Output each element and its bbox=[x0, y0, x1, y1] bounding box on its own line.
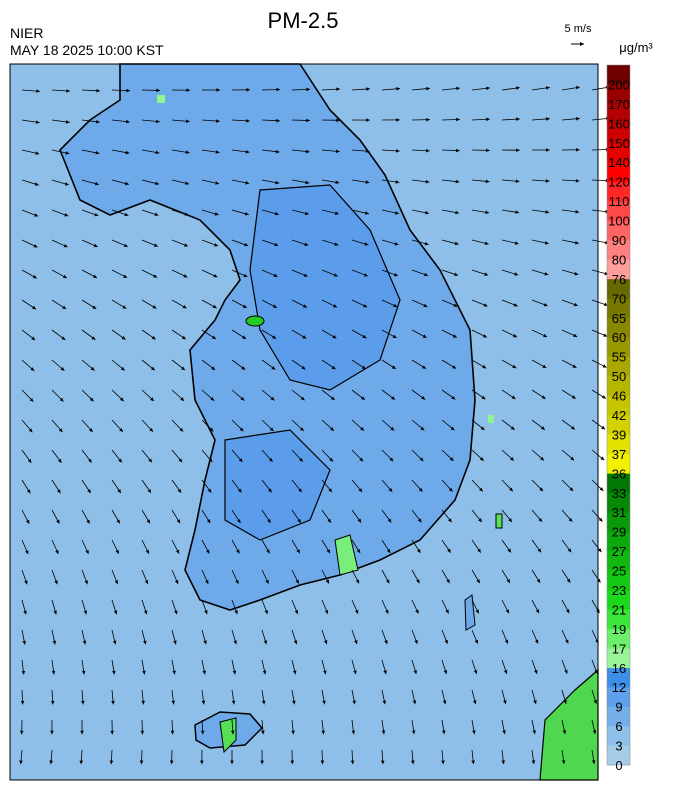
green-spot bbox=[488, 415, 494, 423]
colorbar-label: 90 bbox=[612, 233, 626, 248]
datetime: MAY 18 2025 10:00 KST bbox=[10, 42, 164, 58]
colorbar-label: 42 bbox=[612, 408, 626, 423]
agency: NIER bbox=[10, 25, 43, 41]
colorbar-label: 27 bbox=[612, 544, 626, 559]
colorbar-label: 80 bbox=[612, 252, 626, 267]
colorbar-label: 140 bbox=[608, 155, 630, 170]
colorbar-label: 37 bbox=[612, 447, 626, 462]
colorbar-label: 12 bbox=[612, 680, 626, 695]
colorbar-label: 39 bbox=[612, 427, 626, 442]
colorbar-label: 170 bbox=[608, 97, 630, 112]
green-spot bbox=[157, 95, 165, 103]
colorbar-label: 6 bbox=[615, 719, 622, 734]
colorbar-label: 50 bbox=[612, 369, 626, 384]
wind-arrow-head bbox=[601, 426, 605, 430]
unit: μg/m³ bbox=[619, 40, 653, 55]
colorbar-label: 25 bbox=[612, 564, 626, 579]
colorbar-label: 21 bbox=[612, 602, 626, 617]
green-spot bbox=[496, 514, 502, 528]
colorbar-label: 31 bbox=[612, 505, 626, 520]
colorbar-label: 150 bbox=[608, 136, 630, 151]
colorbar-label: 3 bbox=[615, 739, 622, 754]
colorbar-label: 120 bbox=[608, 175, 630, 190]
green-spot bbox=[246, 316, 264, 326]
colorbar-label: 55 bbox=[612, 350, 626, 365]
colorbar-label: 19 bbox=[612, 622, 626, 637]
colorbar-label: 46 bbox=[612, 389, 626, 404]
map bbox=[10, 64, 610, 780]
colorbar-label: 160 bbox=[608, 116, 630, 131]
colorbar-label: 9 bbox=[615, 700, 622, 715]
colorbar-label: 100 bbox=[608, 214, 630, 229]
colorbar-label: 16 bbox=[612, 661, 626, 676]
colorbar-label: 23 bbox=[612, 583, 626, 598]
colorbar-label: 70 bbox=[612, 291, 626, 306]
colorbar-label: 36 bbox=[612, 466, 626, 481]
title: PM-2.5 bbox=[268, 8, 339, 33]
wind-scale-label: 5 m/s bbox=[565, 23, 592, 35]
colorbar-label: 76 bbox=[612, 272, 626, 287]
colorbar: 0369121617192123252729313336373942465055… bbox=[607, 65, 630, 773]
colorbar-label: 17 bbox=[612, 641, 626, 656]
colorbar-label: 29 bbox=[612, 525, 626, 540]
colorbar-label: 0 bbox=[615, 758, 622, 773]
colorbar-label: 65 bbox=[612, 311, 626, 326]
colorbar-label: 60 bbox=[612, 330, 626, 345]
colorbar-label: 200 bbox=[608, 77, 630, 92]
colorbar-label: 33 bbox=[612, 486, 626, 501]
wind-scale-arrow bbox=[571, 42, 584, 46]
colorbar-label: 110 bbox=[609, 194, 630, 209]
